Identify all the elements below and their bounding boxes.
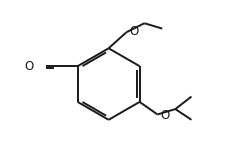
Text: O: O bbox=[160, 109, 169, 122]
Text: O: O bbox=[129, 25, 138, 38]
Text: O: O bbox=[24, 60, 34, 73]
